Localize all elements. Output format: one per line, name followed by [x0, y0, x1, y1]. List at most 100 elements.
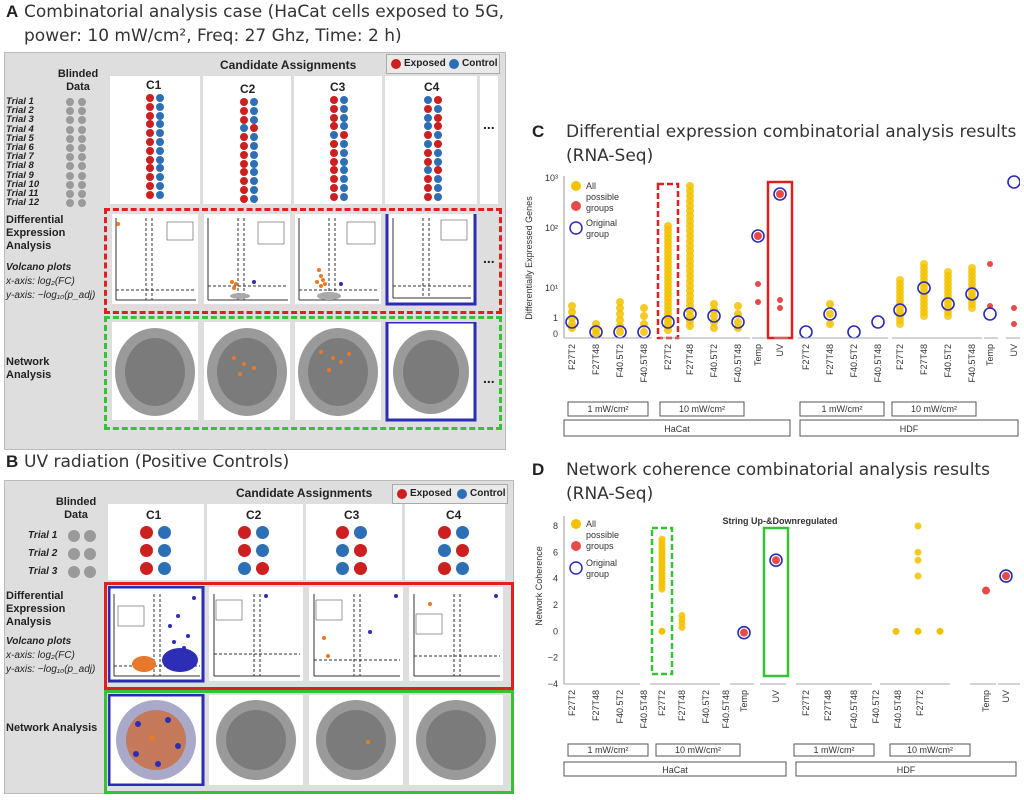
control-dot-icon — [250, 159, 258, 168]
c-legend-gold-icon — [571, 181, 581, 191]
blinded-dot-icon — [66, 98, 74, 106]
control-dot-icon — [256, 526, 269, 539]
c-red-dot — [777, 305, 783, 311]
b-network-c3 — [309, 695, 403, 785]
panel-a-title-line1: Combinatorial analysis case (HaCat cells… — [24, 2, 505, 22]
panel-c-letter: C — [532, 122, 545, 141]
b-column-c4 — [405, 504, 505, 580]
blinded-dot-icon — [78, 107, 86, 116]
blinded-dot-icon — [66, 107, 74, 116]
b-y-axis-label: y-axis: −log₁₀(p_adj) — [6, 664, 96, 675]
exposed-dot-icon — [238, 526, 251, 539]
network-c2 — [204, 322, 290, 420]
c-group3-label: 1 mW/cm² — [822, 404, 863, 414]
control-dot-icon — [250, 142, 258, 150]
c-legend-word: group — [586, 229, 609, 239]
exposed-dot-icon — [146, 164, 154, 173]
exposed-dot-icon — [240, 168, 248, 177]
c-red-dot — [777, 297, 783, 303]
blinded-dot-icon — [66, 180, 74, 189]
c-original-circle — [731, 315, 745, 329]
d-xtick: F40.5T48 — [893, 690, 903, 729]
exposed-dot-icon — [240, 133, 248, 142]
control-dot-icon — [158, 526, 171, 539]
control-dot-icon — [250, 98, 258, 106]
d-xtick: Temp — [981, 690, 991, 712]
b-col-label-c3: C3 — [344, 508, 360, 522]
exposed-dot-icon — [330, 166, 338, 175]
panel-d-chart: Network Coherence 8 6 4 2 0 −2 −4 String Up-&Do… — [534, 516, 1020, 777]
blinded-dot-icon — [78, 190, 86, 198]
c-ytick: 10² — [545, 223, 558, 233]
control-dot-icon — [250, 168, 258, 177]
exposed-dot-icon — [434, 122, 442, 131]
control-dot-icon — [238, 562, 251, 575]
column-c1 — [110, 76, 200, 204]
control-dot-icon — [434, 148, 442, 157]
control-dot-icon — [424, 96, 432, 104]
diff-expr-frame-a — [104, 208, 502, 314]
c-gold-dot — [616, 310, 624, 318]
c-gold-dot — [826, 300, 834, 308]
b-network-c2 — [209, 695, 303, 785]
control-dot-icon — [250, 186, 258, 194]
d-xtick: Temp — [739, 690, 749, 712]
d-ytick: −2 — [548, 653, 558, 663]
d-group4-label: 10 mW/cm² — [907, 745, 953, 755]
control-dot-icon — [438, 544, 451, 557]
trial-label: Trial 3 — [6, 114, 34, 126]
c-cell-hdf — [799, 419, 1019, 437]
d-xtick: F40.5T48 — [849, 690, 859, 729]
trial-label: Trial 9 — [6, 169, 34, 181]
col-label-c4: C4 — [424, 80, 440, 94]
d-ytick: 2 — [553, 600, 558, 610]
trial-label: Trial 2 — [6, 105, 34, 117]
d-original-circle — [737, 625, 751, 640]
b-network-frame — [104, 690, 514, 794]
c-original-circle — [965, 287, 979, 301]
d-legend-word: group — [586, 569, 609, 579]
control-dot-icon — [156, 111, 164, 120]
blinded-dot-icon — [66, 199, 74, 208]
d-gold-dot — [658, 627, 666, 635]
c-xtick: F40.5T2 — [943, 344, 953, 378]
legend-exposed: Exposed — [404, 58, 446, 69]
d-xtick: F27T2 — [567, 690, 577, 716]
c-red-dot — [776, 190, 784, 198]
control-dot-icon — [434, 192, 442, 201]
legend-control: Control — [462, 58, 498, 69]
c-original-circle — [751, 229, 765, 243]
blinded-dot-icon — [84, 530, 96, 542]
c-cell-hacat-label: HaCat — [664, 424, 690, 434]
panel-d-title-line1: Network coherence combinatorial analysis… — [566, 460, 990, 480]
exposed-dot-icon — [146, 102, 154, 111]
control-dot-icon — [424, 113, 432, 122]
c-xtick: F40.5T48 — [639, 344, 649, 383]
control-dot-icon — [240, 124, 248, 133]
control-dot-icon — [340, 148, 348, 157]
control-dot-icon — [340, 157, 348, 166]
col-label-c2: C2 — [240, 82, 256, 96]
volcano-c1 — [112, 214, 198, 304]
trial-label: Trial 4 — [6, 123, 34, 135]
c-xtick: UV — [1009, 344, 1019, 357]
c-xtick: F27T2 — [663, 344, 673, 370]
c-original-circle — [565, 315, 579, 329]
control-dot-icon — [340, 113, 348, 122]
c-original-circle — [871, 315, 885, 329]
exposed-dot-icon — [240, 115, 248, 124]
d-red-dot — [982, 586, 990, 595]
d-group4 — [889, 743, 971, 757]
exposed-dot-icon — [240, 150, 248, 159]
b-volcano-c2 — [209, 587, 303, 681]
c-gold-dot — [640, 304, 648, 312]
b-x-axis-label: x-axis: log₂(FC) — [6, 650, 75, 661]
panel-b-title: UV radiation (Positive Controls) — [24, 452, 290, 472]
b-network-c4 — [409, 695, 503, 785]
control-dot-icon — [340, 175, 348, 184]
exposed-dot-icon — [146, 120, 154, 129]
c-gold-dot — [592, 330, 600, 338]
exposed-dot-icon — [238, 544, 251, 557]
control-dot-icon — [158, 544, 171, 557]
d-cell-hacat-label: HaCat — [662, 765, 688, 775]
